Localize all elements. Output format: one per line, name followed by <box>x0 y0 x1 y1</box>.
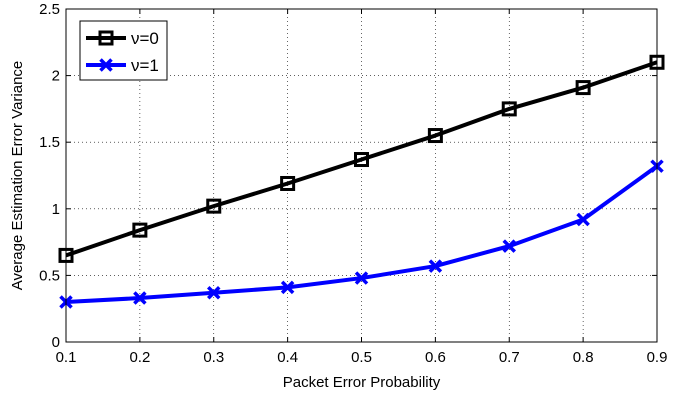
x-marker-stroke <box>280 280 295 295</box>
x-marker-stroke <box>428 259 443 273</box>
legend-box <box>79 20 168 81</box>
legend-sample-series-1 <box>86 30 126 46</box>
x-tick-label: 0.8 <box>573 349 594 366</box>
x-tick-label: 0.2 <box>129 349 150 366</box>
legend-sample-series-2 <box>86 58 126 72</box>
series-1-line <box>65 60 658 258</box>
x-marker-stroke <box>354 271 369 285</box>
x-marker-stroke <box>99 58 113 72</box>
series-2-point <box>502 239 516 253</box>
axis-ticks: 0.1 0.2 0.3 0.4 0.5 0.6 0.7 0.8 0.9 0 0.5 1 1.5 2 2.5 <box>39 1 667 366</box>
series-1 <box>58 54 665 263</box>
legend-label-series-2: ν=1 <box>131 56 159 75</box>
x-marker-stroke <box>576 212 590 227</box>
series-1-point <box>354 152 369 168</box>
legend-marker <box>98 30 114 46</box>
series-2-point <box>133 291 147 305</box>
series-2-point <box>428 259 443 273</box>
legend-label-series-1: ν=0 <box>131 29 159 48</box>
y-tick-label: 2.5 <box>39 1 60 18</box>
x-tick-label: 0.9 <box>647 349 668 366</box>
legend: ν=0 ν=1 <box>79 20 168 81</box>
series-1-point <box>427 128 443 144</box>
y-tick-label: 1.5 <box>39 134 60 151</box>
series-1-point <box>280 175 296 191</box>
y-axis-label: Average Estimation Error Variance <box>9 61 26 291</box>
y-tick-label: 1 <box>52 201 60 218</box>
y-tick-label: 0.5 <box>39 267 60 284</box>
series-2-point <box>207 285 221 300</box>
series-2-point <box>354 271 369 285</box>
x-axis-label: Packet Error Probability <box>283 374 441 391</box>
series-1-point <box>206 198 222 214</box>
x-tick-label: 0.3 <box>203 349 224 366</box>
series-layer <box>58 54 665 309</box>
x-marker-stroke <box>207 285 221 300</box>
legend-marker <box>99 58 113 72</box>
series-1-point <box>132 222 148 238</box>
x-tick-label: 0.1 <box>56 349 77 366</box>
series-2-point <box>576 212 590 227</box>
x-tick-label: 0.4 <box>277 349 298 366</box>
x-tick-label: 0.7 <box>499 349 520 366</box>
x-marker-stroke <box>133 291 147 305</box>
series-2 <box>59 159 664 309</box>
grid-lines <box>66 9 657 342</box>
x-tick-label: 0.6 <box>425 349 446 366</box>
x-tick-label: 0.5 <box>351 349 372 366</box>
x-marker-stroke <box>502 239 516 253</box>
y-tick-label: 0 <box>52 334 60 351</box>
y-tick-label: 2 <box>52 68 60 85</box>
series-1-point <box>501 101 517 117</box>
series-1-point <box>575 80 591 96</box>
series-2-point <box>280 280 295 295</box>
